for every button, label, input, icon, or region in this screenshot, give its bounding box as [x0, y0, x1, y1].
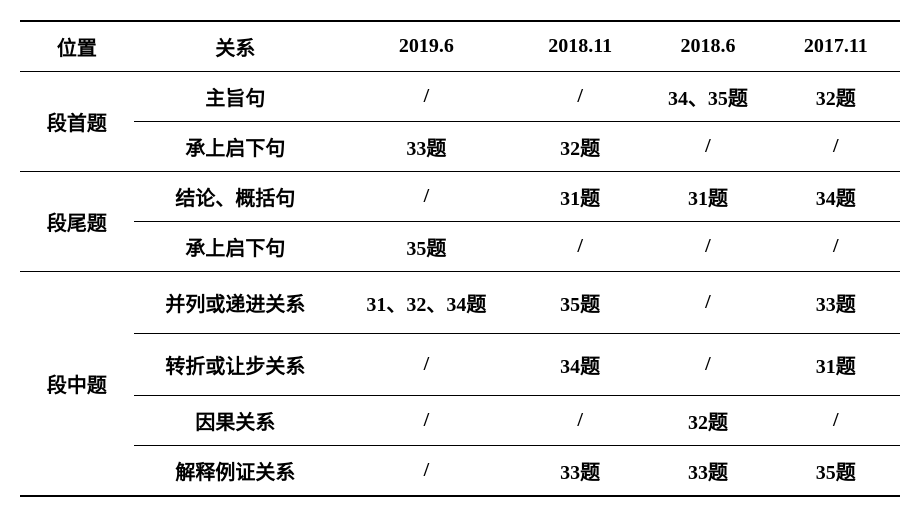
cell-value: 31、32、34题	[337, 272, 516, 334]
group-label: 段首题	[20, 72, 134, 172]
table-row: 段中题 并列或递进关系 31、32、34题 35题 / 33题	[20, 272, 900, 334]
cell-value: /	[337, 446, 516, 497]
cell-value: /	[644, 272, 771, 334]
cell-relation: 并列或递进关系	[134, 272, 337, 334]
cell-value: 31题	[772, 334, 900, 396]
cell-relation: 解释例证关系	[134, 446, 337, 497]
table-row: 转折或让步关系 / 34题 / 31题	[20, 334, 900, 396]
cell-value: 32题	[644, 396, 771, 446]
cell-value: /	[516, 396, 644, 446]
table-row: 段首题 主旨句 / / 34、35题 32题	[20, 72, 900, 122]
header-2017-11: 2017.11	[772, 21, 900, 72]
cell-value: 33题	[644, 446, 771, 497]
cell-value: 31题	[516, 172, 644, 222]
data-table: 位置 关系 2019.6 2018.11 2018.6 2017.11 段首题 …	[20, 20, 900, 497]
cell-value: 33题	[516, 446, 644, 497]
cell-value: /	[337, 72, 516, 122]
table-row: 承上启下句 33题 32题 / /	[20, 122, 900, 172]
cell-value: /	[772, 222, 900, 272]
header-relation: 关系	[134, 21, 337, 72]
group-label: 段尾题	[20, 172, 134, 272]
cell-value: /	[644, 334, 771, 396]
cell-value: /	[337, 396, 516, 446]
header-position: 位置	[20, 21, 134, 72]
cell-value: 32题	[516, 122, 644, 172]
cell-value: /	[772, 122, 900, 172]
cell-value: 35题	[516, 272, 644, 334]
cell-relation: 结论、概括句	[134, 172, 337, 222]
cell-value: /	[516, 72, 644, 122]
cell-value: 33题	[337, 122, 516, 172]
cell-value: 33题	[772, 272, 900, 334]
cell-relation: 主旨句	[134, 72, 337, 122]
cell-value: /	[644, 122, 771, 172]
table-row: 段尾题 结论、概括句 / 31题 31题 34题	[20, 172, 900, 222]
cell-value: 34、35题	[644, 72, 771, 122]
cell-value: /	[644, 222, 771, 272]
cell-value: /	[337, 334, 516, 396]
group-label: 段中题	[20, 272, 134, 497]
cell-value: /	[772, 396, 900, 446]
cell-value: 32题	[772, 72, 900, 122]
cell-relation: 承上启下句	[134, 122, 337, 172]
cell-relation: 承上启下句	[134, 222, 337, 272]
header-row: 位置 关系 2019.6 2018.11 2018.6 2017.11	[20, 21, 900, 72]
table-row: 解释例证关系 / 33题 33题 35题	[20, 446, 900, 497]
header-2018-11: 2018.11	[516, 21, 644, 72]
cell-value: 35题	[772, 446, 900, 497]
table-row: 因果关系 / / 32题 /	[20, 396, 900, 446]
cell-value: 34题	[772, 172, 900, 222]
cell-value: 35题	[337, 222, 516, 272]
cell-value: 34题	[516, 334, 644, 396]
table-row: 承上启下句 35题 / / /	[20, 222, 900, 272]
cell-value: 31题	[644, 172, 771, 222]
cell-relation: 转折或让步关系	[134, 334, 337, 396]
header-2019-6: 2019.6	[337, 21, 516, 72]
header-2018-6: 2018.6	[644, 21, 771, 72]
cell-value: /	[516, 222, 644, 272]
cell-relation: 因果关系	[134, 396, 337, 446]
cell-value: /	[337, 172, 516, 222]
